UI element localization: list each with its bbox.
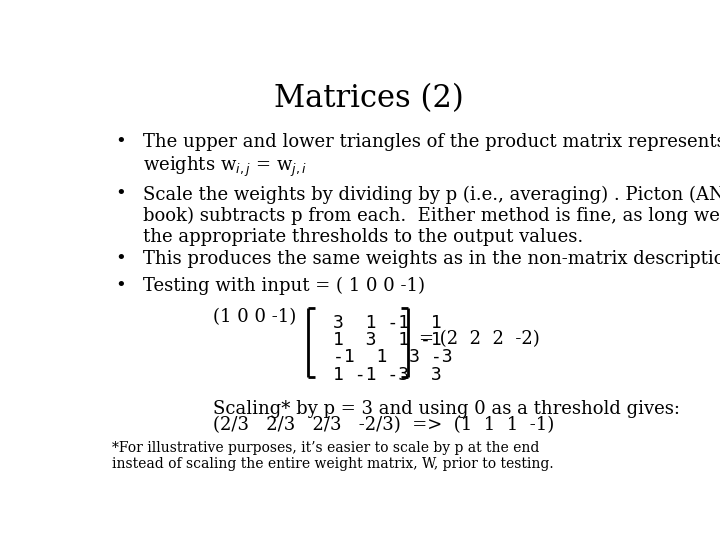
Text: The upper and lower triangles of the product matrix represents the 6
weights w$_: The upper and lower triangles of the pro… [143, 133, 720, 179]
Text: -1  1  3 -3: -1 1 3 -3 [333, 348, 452, 366]
Text: Scale the weights by dividing by p (i.e., averaging) . Picton (ANN
book) subtrac: Scale the weights by dividing by p (i.e.… [143, 185, 720, 246]
Text: This produces the same weights as in the non-matrix description.: This produces the same weights as in the… [143, 250, 720, 268]
Text: •: • [115, 250, 126, 268]
Text: (1 0 0 -1): (1 0 0 -1) [213, 308, 296, 326]
Text: Matrices (2): Matrices (2) [274, 84, 464, 114]
Text: Scaling* by p = 3 and using 0 as a threshold gives:: Scaling* by p = 3 and using 0 as a thres… [213, 400, 680, 417]
Text: •: • [115, 277, 126, 295]
Text: •: • [115, 185, 126, 204]
Text: = (2  2  2  -2): = (2 2 2 -2) [419, 330, 540, 348]
Text: Testing with input = ( 1 0 0 -1): Testing with input = ( 1 0 0 -1) [143, 277, 425, 295]
Text: 3  1 -1  1: 3 1 -1 1 [333, 314, 441, 332]
Text: 1  3  1 -1: 1 3 1 -1 [333, 331, 441, 349]
Text: (2/3   2/3   2/3   -2/3)  =>  (1  1  1  -1): (2/3 2/3 2/3 -2/3) => (1 1 1 -1) [213, 416, 554, 434]
Text: *For illustrative purposes, it’s easier to scale by p at the end
instead of scal: *For illustrative purposes, it’s easier … [112, 441, 554, 471]
Text: •: • [115, 133, 126, 151]
Text: 1 -1 -3  3: 1 -1 -3 3 [333, 366, 441, 384]
